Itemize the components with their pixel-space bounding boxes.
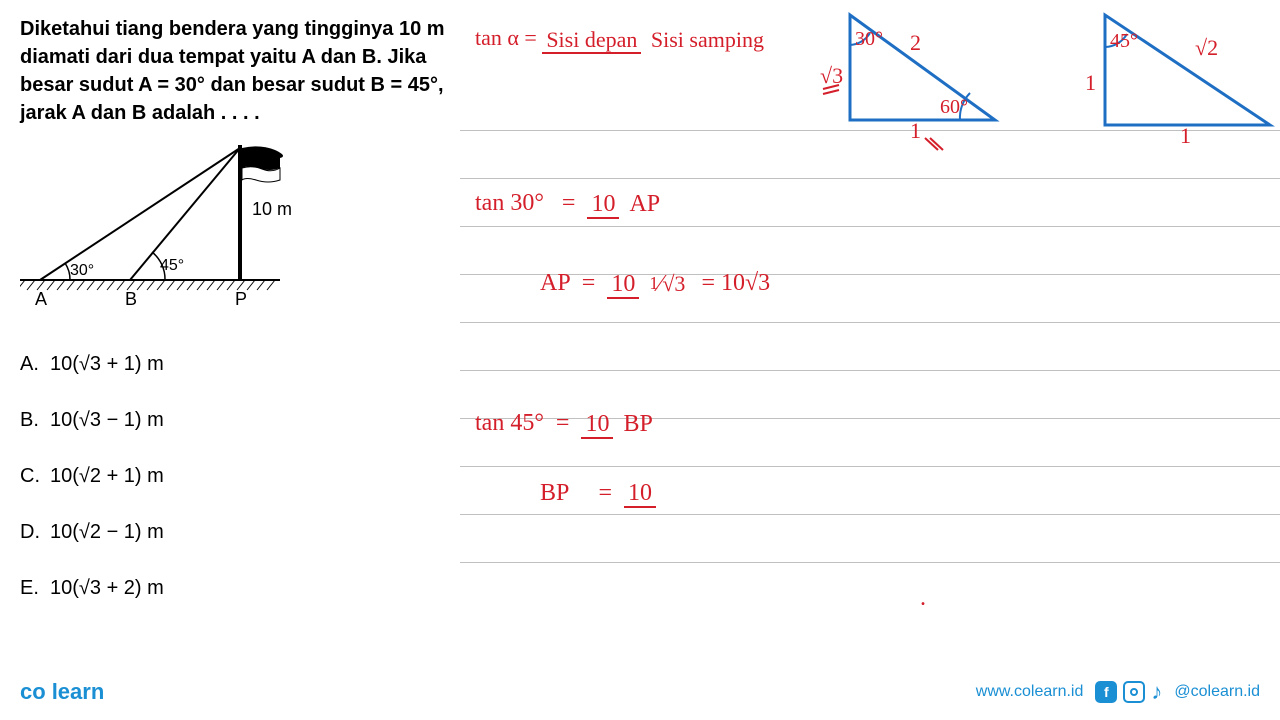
social-icons: f ♪ bbox=[1095, 679, 1162, 705]
tiktok-icon: ♪ bbox=[1151, 679, 1162, 705]
footer-right: www.colearn.id f ♪ @colearn.id bbox=[976, 679, 1260, 705]
point-a-label: A bbox=[35, 289, 47, 309]
point-p-label: P bbox=[235, 289, 247, 309]
social-handle: @colearn.id bbox=[1174, 683, 1260, 701]
point-b-label: B bbox=[125, 289, 137, 309]
svg-text:2: 2 bbox=[910, 30, 921, 55]
option-b: B.10(√3 − 1) m bbox=[20, 396, 164, 444]
svg-text:√3: √3 bbox=[820, 63, 843, 88]
tan30-eq: tan 30° = 10 AP bbox=[475, 190, 664, 218]
bp-eq: BP = 10 bbox=[540, 480, 656, 507]
svg-text:45°: 45° bbox=[1110, 30, 1138, 52]
instagram-icon bbox=[1123, 681, 1145, 703]
svg-text:√2: √2 bbox=[1195, 35, 1218, 60]
problem-text: Diketahui tiang bendera yang tingginya 1… bbox=[20, 15, 460, 127]
triangle-45-45-90: 45° √2 1 1 bbox=[1055, 5, 1280, 145]
brand-logo: colearn bbox=[20, 679, 104, 705]
option-d: D.10(√2 − 1) m bbox=[20, 508, 164, 556]
tick-mark-1 bbox=[920, 135, 950, 155]
svg-text:1: 1 bbox=[1085, 70, 1096, 95]
website-url: www.colearn.id bbox=[976, 683, 1084, 701]
svg-text:60°: 60° bbox=[940, 96, 968, 118]
option-e: E.10(√3 + 2) m bbox=[20, 564, 164, 612]
red-dot: . bbox=[920, 585, 926, 612]
footer: colearn www.colearn.id f ♪ @colearn.id bbox=[20, 679, 1260, 705]
svg-text:1: 1 bbox=[1180, 123, 1191, 145]
facebook-icon: f bbox=[1095, 681, 1117, 703]
tan-def: tan α = Sisi depan Sisi samping bbox=[475, 25, 768, 53]
triangle-30-60-90: 30° 2 √3 60° 1 bbox=[795, 5, 1015, 140]
angle-a-label: 30° bbox=[70, 262, 94, 279]
problem-diagram: 30° 45° 10 m A B P bbox=[20, 140, 320, 310]
ap-eq: AP = 10 1⁄√3 = 10√3 bbox=[540, 270, 770, 298]
svg-text:30°: 30° bbox=[855, 28, 883, 50]
height-label: 10 m bbox=[252, 199, 292, 219]
angle-b-label: 45° bbox=[160, 257, 184, 274]
options-list: A.10(√3 + 1) m B.10(√3 − 1) m C.10(√2 + … bbox=[20, 340, 164, 620]
option-c: C.10(√2 + 1) m bbox=[20, 452, 164, 500]
tan45-eq: tan 45° = 10 BP bbox=[475, 410, 657, 438]
option-a: A.10(√3 + 1) m bbox=[20, 340, 164, 388]
